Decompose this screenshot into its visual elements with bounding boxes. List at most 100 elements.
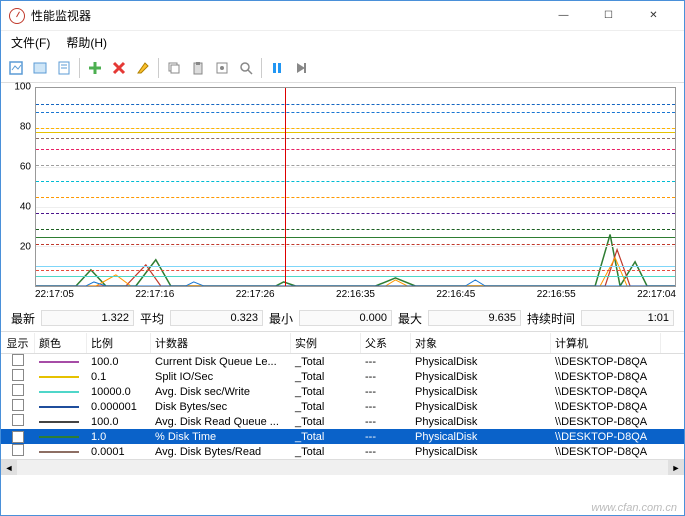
x-tick: 22:17:05 [35, 289, 74, 305]
series-line [36, 104, 675, 105]
cell-scale: 1.0 [87, 431, 151, 443]
row-checkbox[interactable] [12, 384, 24, 396]
y-tick: 80 [20, 122, 31, 133]
cell-scale: 0.000001 [87, 401, 151, 413]
table-body[interactable]: 100.0Current Disk Queue Le..._Total---Ph… [1, 354, 684, 459]
view-report-icon[interactable] [53, 57, 75, 79]
table-header-cell[interactable]: 对象 [411, 333, 551, 353]
color-swatch [39, 376, 79, 378]
cell-computer: \\DESKTOP-D8QA [551, 446, 661, 458]
latest-value: 1.322 [41, 310, 134, 326]
color-swatch [39, 451, 79, 453]
table-header-cell[interactable]: 计算机 [551, 333, 661, 353]
x-tick: 22:17:16 [135, 289, 174, 305]
duration-label: 持续时间 [527, 310, 575, 327]
cell-instance: _Total [291, 356, 361, 368]
scroll-track[interactable] [17, 460, 668, 475]
series-line [36, 266, 675, 267]
cell-counter: Avg. Disk sec/Write [151, 386, 291, 398]
table-row[interactable]: 100.0Avg. Disk Read Queue ..._Total---Ph… [1, 414, 684, 429]
scroll-left-arrow[interactable]: ◄ [1, 460, 17, 475]
row-checkbox[interactable] [12, 444, 24, 456]
cell-object: PhysicalDisk [411, 371, 551, 383]
table-header-cell[interactable]: 比例 [87, 333, 151, 353]
table-header: 显示颜色比例计数器实例父系对象计算机 [1, 332, 684, 354]
cell-parent: --- [361, 371, 411, 383]
cell-counter: Split IO/Sec [151, 371, 291, 383]
table-header-cell[interactable]: 颜色 [35, 333, 87, 353]
table-row[interactable]: 0.0001Avg. Disk Bytes/Read_Total---Physi… [1, 444, 684, 459]
series-line [36, 276, 675, 277]
row-checkbox[interactable] [12, 369, 24, 381]
cell-object: PhysicalDisk [411, 431, 551, 443]
minimize-button[interactable]: — [541, 2, 586, 30]
cell-instance: _Total [291, 371, 361, 383]
paste-icon[interactable] [187, 57, 209, 79]
cell-parent: --- [361, 416, 411, 428]
highlight-icon[interactable] [132, 57, 154, 79]
cell-computer: \\DESKTOP-D8QA [551, 401, 661, 413]
copy-icon[interactable] [163, 57, 185, 79]
y-axis: 10080604020 [5, 87, 33, 287]
y-tick: 100 [14, 82, 31, 93]
row-checkbox[interactable]: ✓ [12, 431, 24, 443]
scroll-right-arrow[interactable]: ► [668, 460, 684, 475]
cell-parent: --- [361, 386, 411, 398]
watermark: www.cfan.com.cn [591, 502, 677, 514]
x-tick: 22:17:26 [236, 289, 275, 305]
view-current-icon[interactable] [5, 57, 27, 79]
row-checkbox[interactable] [12, 414, 24, 426]
series-line [36, 112, 675, 113]
update-icon[interactable] [290, 57, 312, 79]
series-line [36, 165, 675, 166]
cell-parent: --- [361, 431, 411, 443]
series-line [36, 149, 675, 150]
series-line [36, 197, 675, 198]
horizontal-scrollbar[interactable]: ◄ ► [1, 459, 684, 475]
cell-parent: --- [361, 446, 411, 458]
cell-counter: Current Disk Queue Le... [151, 356, 291, 368]
y-tick: 60 [20, 162, 31, 173]
avg-label: 平均 [140, 310, 164, 327]
table-row[interactable]: ✓1.0% Disk Time_Total---PhysicalDisk\\DE… [1, 429, 684, 444]
delete-counter-icon[interactable] [108, 57, 130, 79]
row-checkbox[interactable] [12, 354, 24, 366]
freeze-icon[interactable] [266, 57, 288, 79]
cell-scale: 10000.0 [87, 386, 151, 398]
row-checkbox[interactable] [12, 399, 24, 411]
color-swatch [39, 436, 79, 438]
table-row[interactable]: 100.0Current Disk Queue Le..._Total---Ph… [1, 354, 684, 369]
toolbar [1, 53, 684, 83]
series-line [36, 213, 675, 214]
cell-instance: _Total [291, 386, 361, 398]
menu-help[interactable]: 帮助(H) [60, 32, 113, 53]
x-axis: 22:17:0522:17:1622:17:2622:16:3522:16:45… [35, 289, 676, 305]
maximize-button[interactable]: ☐ [586, 2, 631, 30]
table-row[interactable]: 0.000001Disk Bytes/sec_Total---PhysicalD… [1, 399, 684, 414]
table-header-cell[interactable]: 父系 [361, 333, 411, 353]
table-header-cell[interactable]: 显示 [1, 333, 35, 353]
table-row[interactable]: 0.1Split IO/Sec_Total---PhysicalDisk\\DE… [1, 369, 684, 384]
table-header-cell[interactable]: 计数器 [151, 333, 291, 353]
table-row[interactable]: 10000.0Avg. Disk sec/Write_Total---Physi… [1, 384, 684, 399]
close-button[interactable]: ✕ [631, 2, 676, 30]
window-title: 性能监视器 [31, 7, 541, 24]
cell-computer: \\DESKTOP-D8QA [551, 386, 661, 398]
time-cursor[interactable] [285, 88, 286, 286]
performance-chart[interactable] [35, 87, 676, 287]
x-tick: 22:16:35 [336, 289, 375, 305]
min-label: 最小 [269, 310, 293, 327]
menu-file[interactable]: 文件(F) [5, 32, 56, 53]
view-log-icon[interactable] [29, 57, 51, 79]
cell-object: PhysicalDisk [411, 356, 551, 368]
series-line [36, 181, 675, 182]
avg-value: 0.323 [170, 310, 263, 326]
series-line [36, 132, 675, 133]
cell-object: PhysicalDisk [411, 401, 551, 413]
table-header-cell[interactable]: 实例 [291, 333, 361, 353]
latest-label: 最新 [11, 310, 35, 327]
add-counter-icon[interactable] [84, 57, 106, 79]
properties-icon[interactable] [211, 57, 233, 79]
color-swatch [39, 391, 79, 393]
zoom-icon[interactable] [235, 57, 257, 79]
